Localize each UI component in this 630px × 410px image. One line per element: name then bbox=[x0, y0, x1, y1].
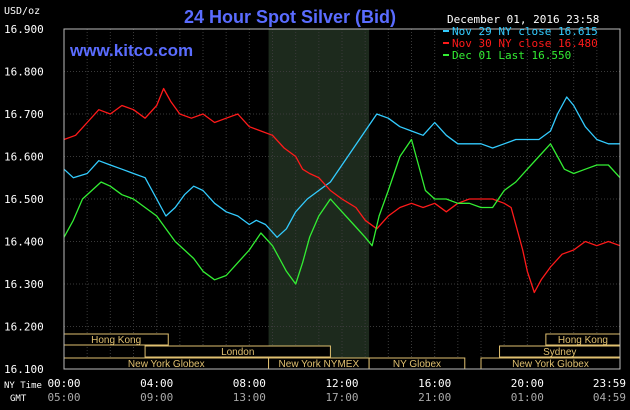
session-label-2: London bbox=[221, 347, 254, 358]
x-tick-label-ny-6: 23:59 bbox=[593, 377, 626, 390]
x-tick-label-gmt-3: 17:00 bbox=[325, 391, 358, 404]
x-tick-label-gmt-1: 09:00 bbox=[140, 391, 173, 404]
session-label-3: Sydney bbox=[543, 347, 576, 358]
legend-entry-2: Dec 01 Last 16.550 bbox=[452, 49, 571, 62]
session-label-4: New York Globex bbox=[128, 359, 205, 370]
legend-entry-1: Nov 30 NY close 16.480 bbox=[452, 37, 598, 50]
session-label-5: New York NYMEX bbox=[279, 359, 360, 370]
y-tick-label-8: 16.100 bbox=[4, 363, 44, 376]
y-tick-label-0: 16.900 bbox=[4, 23, 44, 36]
series-line-2 bbox=[63, 138, 621, 285]
x-tick-label-gmt-2: 13:00 bbox=[233, 391, 266, 404]
y-tick-label-3: 16.600 bbox=[4, 151, 44, 164]
x-tick-label-gmt-4: 21:00 bbox=[418, 391, 451, 404]
y-tick-label-6: 16.300 bbox=[4, 278, 44, 291]
x-tick-label-ny-3: 12:00 bbox=[325, 377, 358, 390]
gmt-row-label: GMT bbox=[10, 394, 27, 404]
y-tick-label-1: 16.800 bbox=[4, 66, 44, 79]
x-tick-label-ny-1: 04:00 bbox=[140, 377, 173, 390]
session-label-0: Hong Kong bbox=[91, 335, 141, 346]
x-tick-label-gmt-0: 05:00 bbox=[47, 391, 80, 404]
series-line-1 bbox=[63, 87, 621, 294]
session-bar-2 bbox=[144, 345, 331, 358]
y-tick-label-4: 16.500 bbox=[4, 193, 44, 206]
x-tick-label-gmt-6: 04:59 bbox=[593, 391, 626, 404]
series-line-0 bbox=[63, 96, 620, 238]
chart-title: 24 Hour Spot Silver (Bid) bbox=[184, 7, 396, 27]
session-label-1: Hong Kong bbox=[558, 335, 608, 346]
y-axis-label: USD/oz bbox=[4, 6, 40, 17]
y-tick-label-5: 16.400 bbox=[4, 236, 44, 249]
x-tick-label-ny-0: 00:00 bbox=[47, 377, 80, 390]
session-label-6: NY Globex bbox=[393, 359, 441, 370]
x-tick-label-ny-5: 20:00 bbox=[511, 377, 544, 390]
y-tick-label-7: 16.200 bbox=[4, 321, 44, 334]
x-tick-label-ny-2: 08:00 bbox=[233, 377, 266, 390]
y-tick-label-2: 16.700 bbox=[4, 108, 44, 121]
kitco-watermark: www.kitco.com bbox=[69, 41, 193, 60]
x-tick-label-gmt-5: 01:00 bbox=[511, 391, 544, 404]
legend-entry-0: Nov 29 NY close 16.615 bbox=[452, 25, 598, 38]
plot-border bbox=[63, 28, 621, 370]
chart-timestamp: December 01, 2016 23:58 bbox=[447, 13, 599, 26]
x-tick-label-ny-4: 16:00 bbox=[418, 377, 451, 390]
ny-time-row-label: NY Time bbox=[4, 381, 42, 391]
session-label-7: New York Globex bbox=[512, 359, 589, 370]
